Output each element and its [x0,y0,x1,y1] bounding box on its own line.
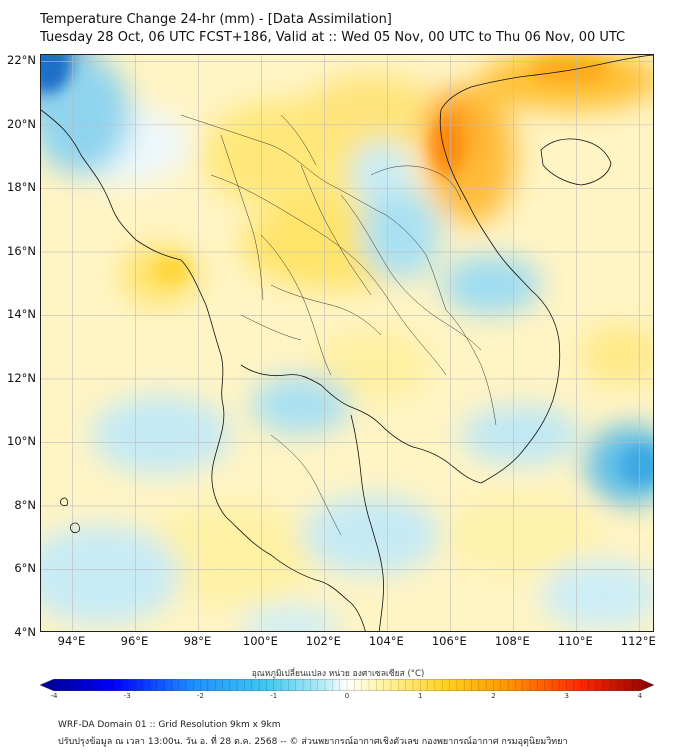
warm-patch [311,330,431,400]
cool-patch [301,495,441,575]
colorbar-tick-label: -1 [270,692,278,700]
border [270,284,382,336]
cool-patch [41,525,181,625]
longitude-tick-label: 94°E [57,634,86,648]
border [260,234,332,376]
cool-patch [586,425,653,505]
warm-core [153,256,189,284]
anomaly-field-detail [41,55,653,485]
coastline-malay-east [350,414,384,631]
footer-update-info: ปรับปรุงข้อมูล ณ เวลา 13:00น. วัน อ. ที่… [58,737,568,747]
border [270,434,342,536]
cool-patch [251,375,351,435]
warm-core [432,117,460,173]
colorbar-tick-label: -3 [123,692,131,700]
colorbar-tick-label: -4 [50,692,58,700]
warm-patch [581,325,653,385]
cool-core [621,445,653,485]
colorbar-tick-label: 4 [637,692,643,700]
coastlines [41,55,653,631]
footer-model-info: WRF-DA Domain 01 :: Grid Resolution 9km … [58,720,281,730]
colorbar-tick-label: 1 [418,692,423,700]
cool-patch [361,190,441,280]
colorbar-tick-label: 0 [344,692,350,700]
map-title: Temperature Change 24-hr (mm) - [Data As… [40,12,392,27]
coastline-mainland [41,109,366,631]
colorbar-tick-label: 3 [564,692,569,700]
border [240,314,302,341]
latitude-tick-label: 18°N [7,180,36,195]
cool-patch [541,560,653,630]
border [300,164,372,296]
colorbar-body [40,679,654,691]
border [445,309,497,426]
border [340,194,482,351]
longitude-tick-label: 110°E [557,634,593,648]
border [210,174,447,376]
border [280,114,317,166]
coastline-hainan [540,138,612,186]
map-canvas [41,55,653,631]
colorbar [40,679,654,691]
longitude-tick-label: 96°E [120,634,149,648]
warm-patch [441,495,601,575]
cool-patch [441,255,541,315]
latitude-tick-label: 8°N [14,497,36,512]
latitude-tick-label: 20°N [7,116,36,131]
cool-patch [461,405,581,465]
graticule [41,55,653,631]
colorbar-title: อุณหภูมิเปลี่ยนแปลง หน่วย องศาเซลเซียส (… [251,669,425,679]
warm-patch [141,505,321,605]
coastline-island [70,522,80,533]
colorbar-tick-label: 2 [491,692,496,700]
latitude-tick-label: 12°N [7,370,36,385]
coastline-island [60,497,68,507]
admin-borders [180,114,497,536]
latitude-tick-label: 6°N [14,561,36,576]
latitude-tick-label: 22°N [7,53,36,68]
colorbar-segments [61,679,633,691]
latitude-tick-label: 14°N [7,307,36,322]
longitude-tick-label: 112°E [620,634,656,648]
cool-patch [241,605,341,631]
warm-patch [301,75,441,155]
longitude-tick-label: 104°E [368,634,404,648]
temperature-change-map [40,54,654,632]
colorbar-tick-label: -2 [197,692,204,700]
longitude-tick-label: 108°E [494,634,530,648]
border [370,165,462,201]
coastline-gulf-thailand [240,364,482,484]
cool-core [41,55,71,93]
coastline-vietnam [439,55,653,484]
longitude-tick-label: 98°E [183,634,212,648]
border [180,114,447,311]
longitude-tick-label: 102°E [305,634,341,648]
border [220,134,264,301]
latitude-tick-label: 4°N [14,625,36,639]
latitude-tick-label: 16°N [7,243,36,258]
latitude-tick-label: 10°N [7,434,36,449]
longitude-tick-label: 100°E [242,634,278,648]
map-subtitle: Tuesday 28 Oct, 06 UTC FCST+186, Valid a… [40,30,626,45]
longitude-tick-label: 106°E [431,634,467,648]
cool-patch [91,395,231,475]
